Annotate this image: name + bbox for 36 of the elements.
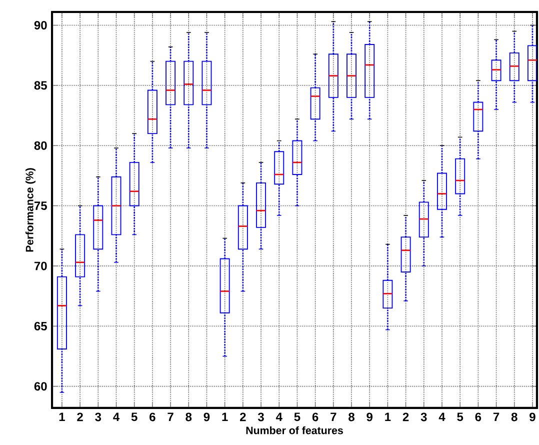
x-tick-label: 3 (258, 412, 264, 422)
x-tick-label: 9 (366, 412, 372, 422)
x-tick-label: 5 (131, 412, 138, 422)
x-tick-label: 6 (312, 412, 318, 422)
y-tick-label: 70 (34, 262, 47, 270)
x-tick-label: 8 (348, 412, 354, 422)
x-tick-label: 4 (276, 412, 282, 421)
y-tick-label: 90 (34, 20, 47, 30)
x-tick-label: 3 (420, 412, 427, 422)
x-tick-label: 9 (204, 412, 210, 422)
y-tick-label: 85 (34, 81, 47, 90)
x-tick-label: 1 (222, 412, 228, 421)
y-axis-title: Performance (%) (26, 168, 36, 252)
y-tick-label: 75 (34, 202, 47, 210)
x-tick-label: 3 (95, 412, 102, 422)
y-tick-label: 65 (34, 322, 47, 330)
y-tick-label: 60 (34, 382, 47, 391)
x-tick-label: 7 (493, 412, 500, 421)
x-tick-label: 9 (530, 412, 536, 422)
x-tick-label: 2 (402, 412, 409, 422)
x-tick-label: 1 (385, 412, 391, 421)
x-tick-label: 5 (457, 412, 464, 422)
x-tick-label: 7 (168, 412, 174, 421)
x-tick-label: 7 (330, 412, 336, 421)
x-tick-label: 6 (150, 412, 156, 422)
x-tick-label: 2 (240, 412, 246, 422)
x-tick-label: 4 (113, 412, 120, 421)
x-tick-label: 1 (59, 412, 65, 421)
x-tick-label: 8 (186, 412, 192, 422)
x-tick-label: 4 (438, 412, 446, 421)
x-tick-label: 8 (511, 412, 518, 422)
x-tick-label: 2 (77, 412, 83, 422)
x-axis-title: Number of features (246, 426, 343, 434)
x-tick-label: 5 (294, 412, 300, 422)
y-tick-label: 80 (34, 141, 47, 150)
x-tick-label: 6 (475, 412, 482, 422)
